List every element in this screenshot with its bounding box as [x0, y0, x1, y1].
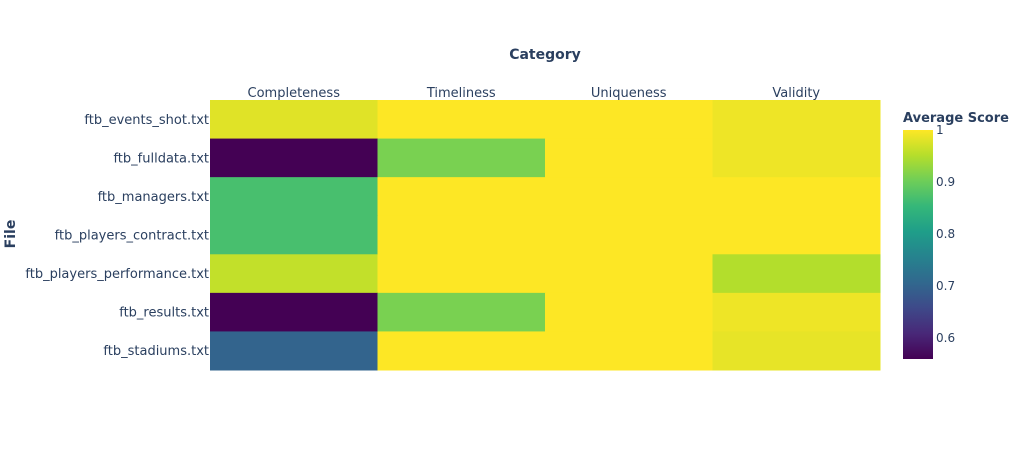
heatmap-cell: [377, 138, 546, 178]
heatmap-cell: [377, 292, 546, 332]
heatmap-cell: [545, 292, 713, 332]
heatmap-cell: [712, 215, 881, 255]
colorbar: [903, 130, 933, 359]
y-axis-ticks: ftb_events_shot.txt ftb_fulldata.txt ftb_m…: [25, 113, 209, 359]
colorbar-tick-label: 0.7: [936, 279, 955, 293]
colorbar-tick-label: 1: [936, 123, 944, 137]
heatmap-cell: [210, 100, 378, 140]
y-tick-label: ftb_events_shot.txt: [84, 113, 209, 128]
heatmap-cell: [712, 292, 881, 332]
heatmap-cell: [545, 177, 713, 217]
colorbar-tick-label: 0.8: [936, 227, 955, 241]
heatmap-cell: [712, 177, 881, 217]
colorbar-title: Average Score: [903, 111, 1009, 126]
colorbar-tick-label: 0.6: [936, 331, 955, 345]
heatmap-cell: [210, 215, 378, 255]
x-tick-label: Validity: [772, 86, 820, 101]
heatmap-cell: [712, 138, 881, 178]
heatmap-cell: [377, 254, 546, 294]
heatmap-cell: [545, 100, 713, 140]
heatmap-cell: [377, 331, 546, 371]
x-tick-label: Uniqueness: [591, 86, 667, 101]
heatmap-cell: [545, 331, 713, 371]
heatmap-cell: [210, 292, 378, 332]
y-tick-label: ftb_players_performance.txt: [25, 267, 209, 282]
heatmap-cell: [712, 331, 881, 371]
heatmap-cell: [545, 138, 713, 178]
colorbar-tick-label: 0.9: [936, 175, 955, 189]
heatmap-cell: [377, 215, 546, 255]
heatmap-cell: [210, 177, 378, 217]
y-tick-label: ftb_managers.txt: [98, 190, 209, 205]
x-axis-ticks: Completeness Timeliness Uniqueness Validity: [248, 86, 821, 101]
colorbar-ticks: 0.6 0.7 0.8 0.9 1: [936, 123, 955, 345]
y-axis-title: File: [3, 220, 19, 249]
heatmap-cell: [377, 100, 546, 140]
heatmap-cell: [712, 254, 881, 294]
heatmap-cell: [210, 254, 378, 294]
heatmap-cell: [210, 138, 378, 178]
heatmap-cell: [210, 331, 378, 371]
heatmap-cell: [545, 254, 713, 294]
heatmap-cell: [545, 215, 713, 255]
y-tick-label: ftb_results.txt: [119, 306, 209, 321]
y-tick-label: ftb_stadiums.txt: [103, 344, 209, 359]
heatmap-cell: [712, 100, 881, 140]
y-tick-label: ftb_fulldata.txt: [113, 151, 209, 166]
x-axis-title: Category: [509, 47, 581, 63]
heatmap-cell: [377, 177, 546, 217]
x-tick-label: Timeliness: [426, 86, 496, 101]
heatmap-cells: [210, 100, 881, 371]
y-tick-label: ftb_players_contract.txt: [55, 229, 209, 244]
x-tick-label: Completeness: [248, 86, 341, 101]
